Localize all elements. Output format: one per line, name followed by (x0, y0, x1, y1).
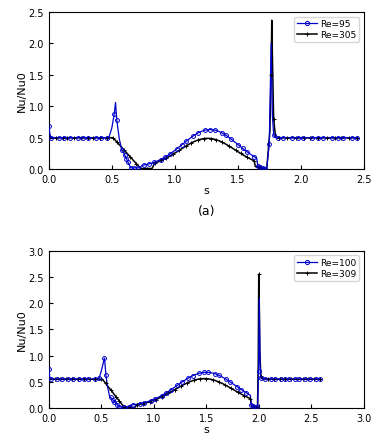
Legend: Re=95, Re=305: Re=95, Re=305 (294, 17, 359, 43)
Text: (a): (a) (198, 204, 215, 217)
Y-axis label: Nu/Nu0: Nu/Nu0 (17, 309, 27, 350)
Y-axis label: Nu/Nu0: Nu/Nu0 (17, 71, 27, 112)
Legend: Re=100, Re=309: Re=100, Re=309 (294, 256, 359, 281)
X-axis label: s: s (203, 424, 209, 434)
X-axis label: s: s (203, 186, 209, 196)
